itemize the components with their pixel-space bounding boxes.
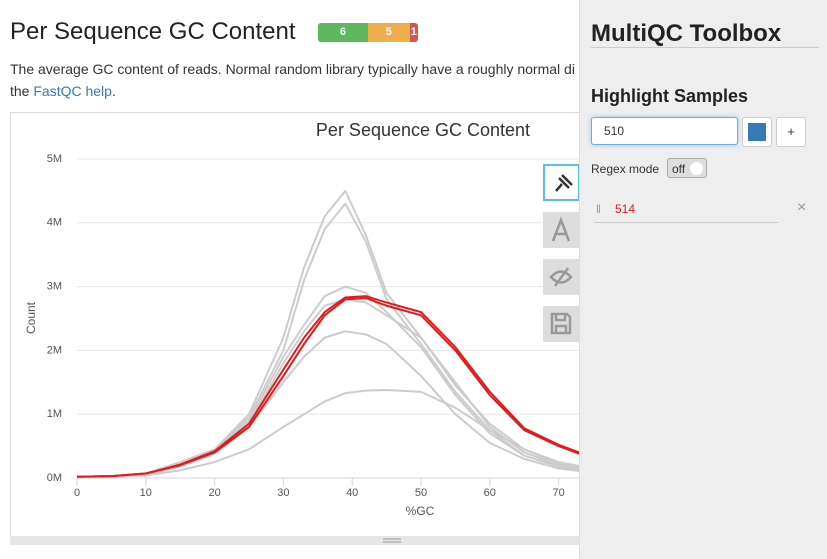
toolbox-title: MultiQC Toolbox [591,20,782,47]
remove-button[interactable]: × [797,199,807,216]
status-badge: 6 [317,22,368,42]
rename-icon [551,216,571,242]
x-tick-label: 10 [140,487,152,499]
x-tick-label: 40 [346,487,358,499]
help-suffix: . [111,83,116,99]
x-axis-label: %GC [406,504,435,518]
y-axis-label: Count [24,301,38,334]
y-tick-label: 5M [47,153,62,165]
status-badge: 1 [409,22,418,42]
x-tick-label: 50 [415,487,427,499]
x-tick-label: 0 [74,487,80,499]
regex-toggle[interactable]: off [667,158,707,178]
export-icon [550,312,572,335]
hide-icon [549,267,573,287]
series-line [76,330,594,478]
section-title: Per Sequence GC Content [10,18,296,45]
export-button[interactable] [543,306,579,342]
toggle-knob [690,162,703,175]
description: The average GC content of reads. Normal … [10,58,575,102]
pin-icon [555,174,573,192]
y-tick-label: 2M [47,344,62,356]
color-picker[interactable] [742,117,772,147]
drag-handle[interactable]: ‖ [596,202,601,216]
x-tick-label: 20 [208,487,220,499]
series-line [77,388,594,478]
y-tick-label: 4M [47,217,62,229]
highlight-input[interactable]: 510 [591,117,738,145]
y-tick-label: 1M [47,408,62,420]
regex-label: Regex mode [591,162,660,176]
status-badge: 5 [367,22,410,42]
x-tick-label: 60 [484,487,496,499]
highlight-title: Highlight Samples [591,86,749,106]
y-tick-label: 3M [47,281,62,293]
y-tick-label: 0M [47,472,62,484]
highlight-name: 514 [615,202,636,216]
highlight-item: ‖ 514 [594,198,778,223]
chart-title: Per Sequence GC Content [316,120,530,140]
divider [591,47,819,48]
series-line [76,295,594,478]
toolbox: MultiQC Toolbox Highlight Samples 510 + … [579,0,827,559]
help-link[interactable]: FastQC help [33,83,112,99]
regex-state: off [672,162,686,176]
add-button[interactable]: + [776,117,806,147]
x-tick-label: 30 [277,487,289,499]
resize-bar[interactable] [10,536,827,545]
help-prefix: the [10,83,30,99]
x-tick-label: 70 [552,487,564,499]
color-swatch [748,123,766,141]
series-line [76,189,594,478]
description-text: The average GC content of reads. Normal … [10,61,575,77]
pin-button[interactable] [543,164,580,201]
toolbar [543,164,580,342]
